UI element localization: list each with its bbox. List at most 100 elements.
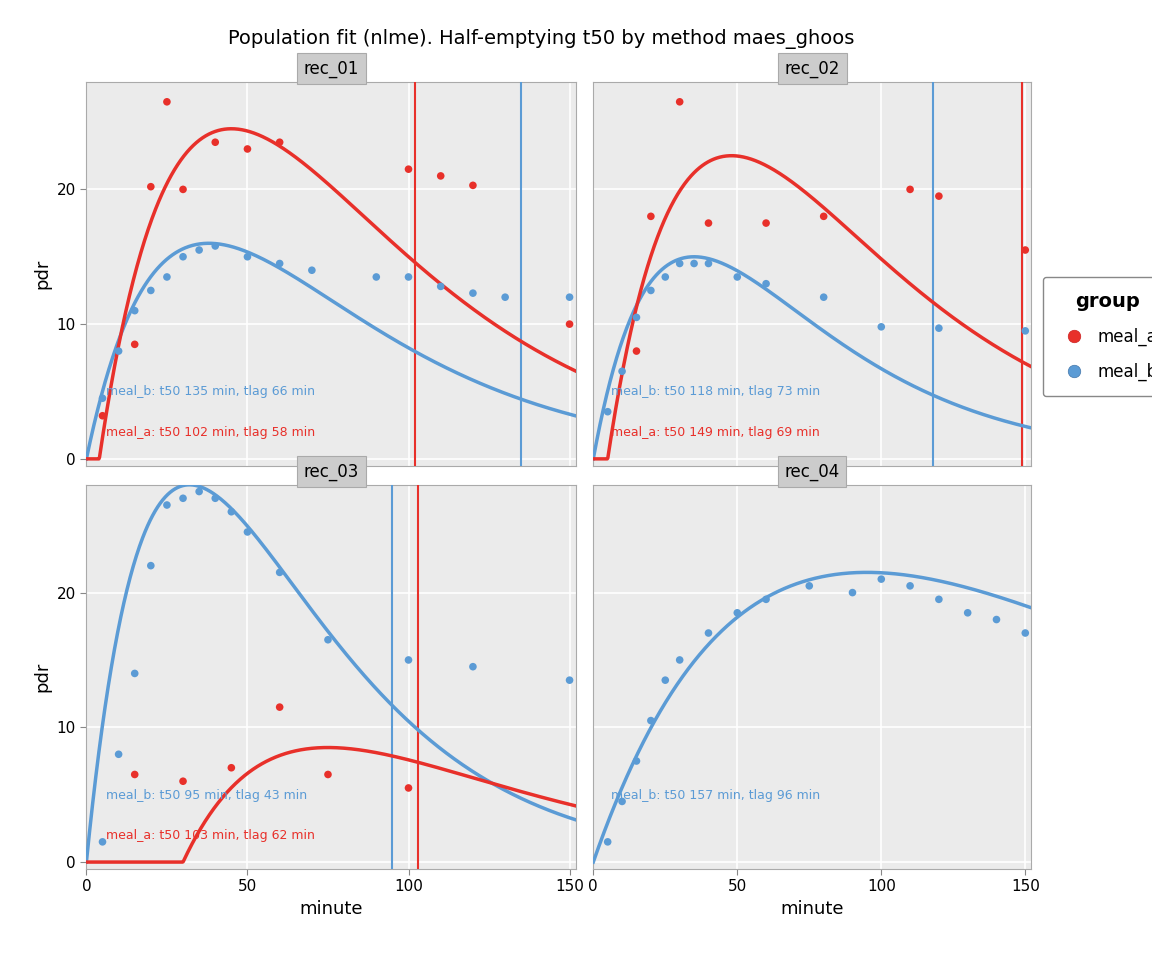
Point	[126, 337, 144, 352]
X-axis label: minute: minute	[780, 900, 844, 918]
Point	[109, 747, 128, 762]
Point	[367, 270, 386, 285]
Point	[400, 780, 418, 796]
Point	[684, 255, 703, 271]
Point	[464, 659, 483, 674]
Point	[872, 319, 890, 334]
Text: meal_b: t50 118 min, tlag 73 min: meal_b: t50 118 min, tlag 73 min	[611, 385, 820, 398]
Point	[987, 612, 1006, 627]
Text: meal_b: t50 135 min, tlag 66 min: meal_b: t50 135 min, tlag 66 min	[106, 385, 314, 398]
Point	[93, 834, 112, 850]
Point	[206, 134, 225, 150]
Point	[495, 290, 514, 305]
Point	[464, 285, 483, 300]
Point	[142, 179, 160, 194]
Point	[757, 276, 775, 292]
Text: meal_b: t50 95 min, tlag 43 min: meal_b: t50 95 min, tlag 43 min	[106, 788, 308, 802]
Point	[560, 317, 578, 332]
Point	[627, 310, 645, 325]
Point	[655, 270, 674, 285]
Point	[843, 585, 862, 600]
Point	[400, 270, 418, 285]
Point	[432, 278, 450, 294]
Point	[271, 255, 289, 271]
Point	[699, 255, 718, 271]
Point	[901, 578, 919, 593]
Point	[174, 249, 192, 264]
Point	[271, 134, 289, 150]
Point	[142, 283, 160, 299]
Point	[958, 605, 977, 620]
Point	[190, 484, 209, 499]
Point	[206, 238, 225, 253]
Text: meal_a: t50 102 min, tlag 58 min: meal_a: t50 102 min, tlag 58 min	[106, 425, 316, 439]
Point	[1016, 625, 1034, 640]
Point	[126, 665, 144, 681]
Point	[627, 344, 645, 359]
Point	[238, 141, 257, 156]
Point	[319, 632, 338, 647]
Point	[126, 767, 144, 782]
Point	[930, 321, 948, 336]
Point	[930, 188, 948, 204]
Point	[642, 283, 660, 299]
Point	[757, 591, 775, 607]
Point	[464, 178, 483, 193]
Point	[613, 794, 631, 809]
Point	[190, 242, 209, 257]
Y-axis label: pdr: pdr	[33, 258, 51, 289]
Point	[400, 652, 418, 667]
Point	[174, 181, 192, 197]
Point	[319, 767, 338, 782]
Point	[271, 700, 289, 715]
Point	[1016, 242, 1034, 257]
Point	[699, 625, 718, 640]
Point	[728, 270, 746, 285]
Point	[599, 834, 617, 850]
Point	[222, 760, 241, 776]
Point	[126, 303, 144, 319]
Point	[1016, 324, 1034, 339]
Point	[799, 578, 818, 593]
Title: rec_01: rec_01	[303, 60, 359, 78]
Point	[158, 497, 176, 513]
Point	[627, 754, 645, 769]
Point	[670, 94, 689, 109]
Point	[400, 161, 418, 177]
Point	[93, 408, 112, 423]
Point	[613, 364, 631, 379]
Point	[206, 491, 225, 506]
Point	[93, 391, 112, 406]
Point	[238, 524, 257, 540]
Point	[109, 344, 128, 359]
Title: rec_03: rec_03	[303, 463, 359, 481]
Point	[655, 673, 674, 688]
Text: meal_a: t50 103 min, tlag 62 min: meal_a: t50 103 min, tlag 62 min	[106, 828, 314, 842]
Y-axis label: pdr: pdr	[33, 661, 51, 692]
Point	[814, 208, 833, 224]
Point	[158, 270, 176, 285]
Point	[757, 215, 775, 230]
Point	[142, 558, 160, 573]
Point	[642, 713, 660, 729]
Point	[238, 249, 257, 264]
Title: rec_04: rec_04	[785, 463, 840, 481]
Point	[432, 168, 450, 183]
Point	[158, 94, 176, 109]
Text: meal_a: t50 149 min, tlag 69 min: meal_a: t50 149 min, tlag 69 min	[611, 425, 819, 439]
Point	[642, 208, 660, 224]
Point	[728, 605, 746, 620]
Point	[222, 504, 241, 519]
Point	[930, 591, 948, 607]
Point	[560, 290, 578, 305]
Point	[670, 255, 689, 271]
Point	[560, 673, 578, 688]
Text: Population fit (nlme). Half-emptying t50 by method maes_ghoos: Population fit (nlme). Half-emptying t50…	[228, 29, 855, 49]
Point	[599, 404, 617, 420]
Point	[174, 491, 192, 506]
Point	[670, 652, 689, 667]
Point	[814, 290, 833, 305]
Point	[303, 262, 321, 277]
Point	[872, 571, 890, 587]
X-axis label: minute: minute	[300, 900, 363, 918]
